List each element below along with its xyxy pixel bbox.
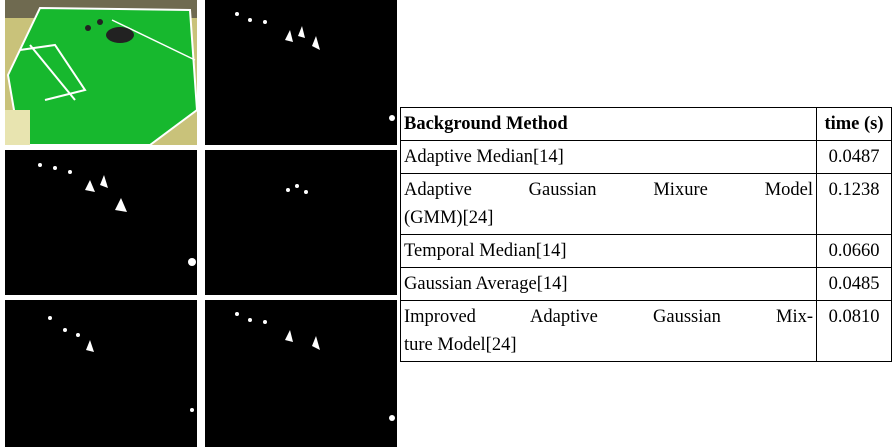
method-line: Adaptive Median[14] — [404, 143, 813, 171]
method-line: Improved Adaptive Gaussian Mix- — [404, 303, 813, 331]
method-cell: Gaussian Average[14] — [401, 268, 817, 301]
page: Background Method time (s) Adaptive Medi… — [0, 0, 893, 447]
figure-grid — [0, 0, 400, 447]
time-cell: 0.0487 — [817, 141, 892, 174]
time-cell: 0.0660 — [817, 235, 892, 268]
header-cell: time (s) — [817, 108, 892, 141]
table-row: Gaussian Average[14]0.0485 — [401, 268, 892, 301]
method-cell: Adaptive Median[14] — [401, 141, 817, 174]
method-cell: Improved Adaptive Gaussian Mix-ture Mode… — [401, 301, 817, 362]
field-image — [5, 0, 197, 145]
header-cell: Background Method — [401, 108, 817, 141]
method-cell: Adaptive Gaussian Mixure Model(GMM)[24] — [401, 174, 817, 235]
time-cell: 0.1238 — [817, 174, 892, 235]
time-cell: 0.0810 — [817, 301, 892, 362]
timing-table: Background Method time (s) Adaptive Medi… — [400, 107, 892, 362]
table-row: Improved Adaptive Gaussian Mix-ture Mode… — [401, 301, 892, 362]
method-line: Gaussian Average[14] — [404, 270, 813, 298]
method-line: Temporal Median[14] — [404, 237, 813, 265]
table-row: Adaptive Gaussian Mixure Model(GMM)[24]0… — [401, 174, 892, 235]
header-row: Background Method time (s) — [401, 108, 892, 141]
method-line: (GMM)[24] — [404, 204, 813, 232]
time-cell: 0.0485 — [817, 268, 892, 301]
method-cell: Temporal Median[14] — [401, 235, 817, 268]
table-row: Adaptive Median[14]0.0487 — [401, 141, 892, 174]
table-row: Temporal Median[14]0.0660 — [401, 235, 892, 268]
method-line: Adaptive Gaussian Mixure Model — [404, 176, 813, 204]
method-line: ture Model[24] — [404, 331, 813, 359]
